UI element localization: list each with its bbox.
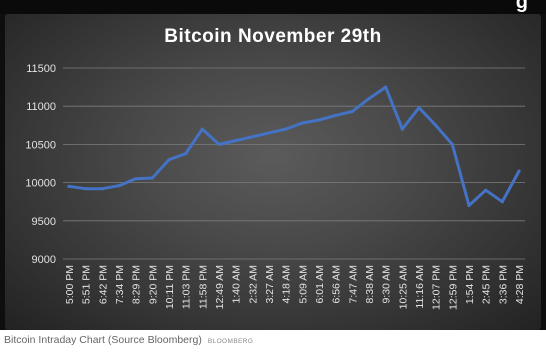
y-tick-label: 10500 — [25, 139, 56, 151]
price-point — [184, 152, 188, 156]
x-tick-label: 5:51 PM — [81, 265, 93, 304]
price-point — [234, 139, 238, 143]
y-tick-label: 11000 — [26, 101, 56, 113]
price-point — [284, 127, 288, 131]
y-tick-label: 9500 — [32, 216, 56, 228]
x-tick-label: 6:42 PM — [97, 265, 109, 304]
x-tick-label: 5:09 AM — [297, 265, 309, 304]
price-point — [117, 184, 121, 188]
x-tick-label: 1:40 AM — [231, 265, 243, 304]
price-point — [67, 184, 71, 188]
x-tick-label: 9:20 PM — [147, 265, 159, 304]
price-point — [417, 106, 421, 110]
x-tick-label: 4:18 AM — [281, 265, 293, 304]
x-tick-label: 7:34 PM — [114, 265, 126, 304]
x-tick-label: 8:29 PM — [131, 265, 143, 304]
price-point — [150, 176, 154, 180]
price-point — [300, 121, 304, 125]
x-tick-label: 7:47 AM — [347, 265, 359, 304]
caption-text: Bitcoin Intraday Chart (Source Bloomberg… — [4, 334, 202, 346]
price-point — [450, 142, 454, 146]
bitcoin-intraday-chart: Bitcoin November 29th 9000 9500 10000 10500… — [25, 26, 526, 310]
x-tick-label: 8:38 AM — [364, 265, 376, 304]
x-tick-label: 12:07 PM — [431, 265, 443, 310]
x-tick-label: 6:01 AM — [314, 265, 326, 304]
y-tick-label: 11500 — [26, 63, 56, 75]
y-tick-label: 9000 — [32, 254, 56, 266]
chart-caption: Bitcoin Intraday Chart (Source Bloomberg… — [4, 334, 253, 352]
x-tick-label: 9:30 AM — [381, 265, 393, 304]
chart-title: Bitcoin November 29th — [164, 26, 381, 47]
x-axis-ticks: 5:00 PM 5:51 PM 6:42 PM 7:34 PM 8:29 PM 9:20 … — [64, 265, 526, 310]
x-tick-label: 1:54 PM — [464, 265, 476, 304]
top-banner-strip: g — [0, 0, 546, 14]
price-point — [100, 187, 104, 191]
x-tick-label: 2:45 PM — [481, 265, 493, 304]
x-tick-label: 12:59 PM — [447, 265, 459, 310]
x-tick-label: 11:58 PM — [197, 265, 209, 309]
price-point — [400, 127, 404, 131]
price-point — [384, 85, 388, 89]
x-tick-label: 2:32 AM — [247, 265, 259, 304]
price-point — [367, 97, 371, 101]
price-line-layer — [67, 85, 521, 208]
gridlines — [63, 67, 525, 260]
x-tick-label: 3:27 AM — [264, 265, 276, 304]
price-point — [434, 123, 438, 127]
x-tick-label: 11:16 AM — [414, 265, 426, 309]
x-tick-label: 6:56 AM — [331, 265, 343, 304]
caption-source: BLOOMBERG — [207, 338, 254, 345]
price-point — [134, 177, 138, 181]
x-tick-label: 4:28 PM — [514, 265, 526, 304]
x-tick-label: 11:03 PM — [181, 265, 193, 309]
price-point — [467, 203, 471, 208]
price-point — [267, 131, 271, 135]
x-tick-label: 3:36 PM — [497, 265, 509, 304]
chart-panel: Bitcoin November 29th 9000 9500 10000 10500… — [5, 14, 541, 330]
banner-text: g — [515, 0, 528, 13]
price-point — [500, 200, 504, 204]
price-point — [484, 188, 488, 192]
price-point — [350, 109, 354, 114]
x-tick-label: 5:00 PM — [64, 265, 76, 304]
x-tick-label: 12:49 AM — [214, 265, 226, 309]
price-point — [317, 118, 321, 122]
price-point — [200, 127, 204, 131]
price-point — [334, 113, 338, 117]
price-point — [217, 142, 221, 146]
bitcoin-price-line — [67, 85, 521, 207]
x-tick-label: 10:11 PM — [164, 265, 176, 309]
y-tick-label: 10000 — [25, 178, 56, 190]
price-point — [84, 187, 88, 191]
y-axis-ticks: 9000 9500 10000 10500 11000 11500 — [25, 63, 56, 266]
price-point — [517, 169, 521, 173]
price-point — [167, 158, 171, 162]
chart-frame: Bitcoin November 29th 9000 9500 10000 10500… — [0, 14, 546, 330]
price-point — [250, 135, 254, 139]
x-tick-label: 10:25 AM — [397, 265, 409, 309]
